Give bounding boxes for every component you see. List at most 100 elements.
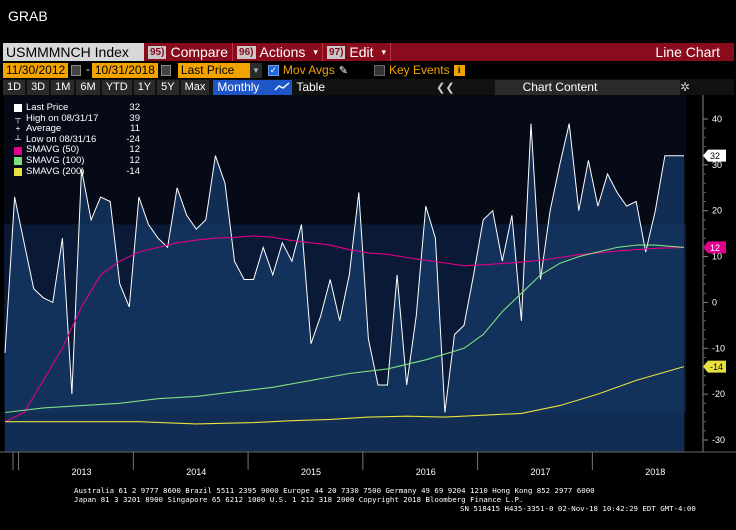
- chevron-down-icon: ▾: [313, 46, 318, 57]
- end-date-field[interactable]: 10/31/2018: [91, 62, 158, 78]
- compare-label: Compare: [170, 44, 229, 60]
- x-tick-label: 2017: [531, 467, 551, 477]
- legend-row: SMAVG (200) -14: [14, 165, 140, 178]
- key-events-checkbox[interactable]: [373, 64, 385, 76]
- chevron-down-icon[interactable]: ▼: [249, 62, 262, 78]
- table-button[interactable]: Table: [296, 80, 326, 94]
- actions-shortcut: 96): [237, 45, 256, 59]
- period-max[interactable]: Max: [180, 79, 210, 95]
- legend-label: Average: [26, 123, 62, 135]
- smavg-100--line: [4, 244, 685, 414]
- legend-value: 32: [129, 102, 140, 113]
- legend-value: 39: [129, 112, 140, 124]
- field-select[interactable]: Last Price: [177, 62, 250, 78]
- smavg-200--line: [5, 366, 685, 425]
- price-tag: [703, 360, 726, 373]
- calendar-icon[interactable]: [71, 64, 82, 76]
- period-1d[interactable]: 1D: [3, 79, 26, 95]
- period-ytd[interactable]: YTD: [101, 79, 132, 95]
- y-tick-label: 10: [712, 252, 722, 262]
- y-tick-label: -10: [712, 343, 725, 353]
- compare-shortcut: 95): [148, 45, 167, 59]
- chevron-left-double-icon[interactable]: ❮❮: [436, 81, 455, 94]
- footer: Australia 61 2 9777 8600 Brazil 5511 239…: [0, 486, 736, 513]
- price-tag-label: 12: [710, 243, 720, 253]
- period-1y[interactable]: 1Y: [133, 79, 156, 95]
- gear-icon[interactable]: ✲: [679, 80, 690, 94]
- line-chart-icon: [274, 82, 290, 91]
- mov-avgs-label[interactable]: Mov Avgs: [282, 63, 335, 77]
- x-tick-label: 2018: [645, 467, 665, 477]
- date-range-bar: 11/30/2012 - 10/31/2018 Last Price ▼ ✓ M…: [3, 62, 734, 78]
- legend-label: SMAVG (100): [26, 154, 85, 166]
- legend-row: ┬ High on 08/31/17 39: [14, 112, 140, 125]
- view-label: Line Chart: [655, 44, 720, 60]
- y-tick-label: -20: [712, 389, 725, 399]
- legend-row: Last Price 32: [14, 102, 140, 114]
- legend-value: 12: [129, 154, 140, 166]
- pencil-icon[interactable]: ✎: [338, 64, 348, 77]
- legend-value: -14: [126, 165, 140, 177]
- smavg-50--line: [4, 235, 685, 423]
- footer-line-3: SN 518415 H435-3351-0 02-Nov-18 10:42:29…: [460, 504, 696, 513]
- legend-marker: ┬: [15, 113, 21, 123]
- period-bar: 1D 3D 1M 6M YTD 1Y 5Y Max Monthly Table …: [3, 79, 734, 95]
- period-6m[interactable]: 6M: [76, 79, 100, 95]
- legend-marker: ┴: [15, 134, 21, 144]
- last-price-line: [4, 123, 684, 413]
- key-events-label[interactable]: Key Events: [388, 63, 450, 77]
- price-tag: [703, 241, 726, 254]
- legend-value: 12: [129, 144, 140, 156]
- edit-label: Edit: [349, 44, 374, 60]
- period-3d[interactable]: 3D: [27, 79, 50, 95]
- legend-swatch: [14, 146, 22, 155]
- actions-button[interactable]: 96) Actions ▾: [233, 43, 323, 61]
- chart-legend: Last Price 32 ┬ High on 08/31/17 39 + Average 1…: [14, 102, 140, 178]
- x-tick-label: 2013: [71, 467, 91, 477]
- y-tick-label: 0: [712, 297, 717, 307]
- y-tick-label: 40: [712, 114, 722, 124]
- chevron-down-icon: ▾: [381, 46, 387, 57]
- edit-shortcut: 97): [326, 45, 346, 59]
- period-5y[interactable]: 5Y: [157, 79, 179, 95]
- legend-row: ┴ Low on 08/31/16 -24: [14, 133, 140, 146]
- price-chart[interactable]: 2013 2014 2015 2016 2017 2018 40 30 20 10 0 -10 -20 -…: [0, 95, 736, 486]
- x-tick-label: 2015: [301, 467, 321, 477]
- legend-value: 11: [130, 123, 140, 135]
- edit-button[interactable]: 97) Edit ▾: [323, 43, 392, 61]
- legend-row: SMAVG (50) 12: [14, 145, 140, 156]
- legend-label: Last Price: [26, 102, 69, 113]
- window-title: GRAB: [8, 8, 48, 24]
- footer-line-1: Australia 61 2 9777 8600 Brazil 5511 239…: [74, 486, 595, 495]
- x-tick-label: 2016: [416, 467, 436, 477]
- x-tick-label: 2014: [186, 467, 206, 477]
- y-tick-label: 30: [712, 160, 722, 170]
- command-bar: USMMMNCH Index 95) Compare 96) Actions ▾…: [3, 43, 734, 61]
- price-tag-label: -14: [710, 362, 723, 372]
- legend-marker: +: [15, 124, 21, 134]
- legend-label: Low on 08/31/16: [26, 133, 97, 145]
- footer-line-2: Japan 81 3 3201 8900 Singapore 65 6212 1…: [74, 495, 524, 504]
- frequency-select[interactable]: Monthly: [213, 79, 271, 95]
- legend-label: SMAVG (50): [26, 144, 80, 156]
- mov-avgs-checkbox[interactable]: ✓: [267, 64, 279, 76]
- legend-label: High on 08/31/17: [26, 112, 99, 124]
- info-icon[interactable]: i: [453, 64, 465, 76]
- legend-swatch: [14, 104, 22, 113]
- legend-swatch: [14, 157, 22, 166]
- ticker-field[interactable]: USMMMNCH Index: [3, 43, 144, 61]
- actions-label: Actions: [259, 44, 306, 60]
- price-tag-label: 32: [710, 151, 720, 161]
- period-1m[interactable]: 1M: [51, 79, 75, 95]
- start-date-field[interactable]: 11/30/2012: [3, 62, 69, 78]
- chart-type-button[interactable]: [270, 79, 293, 95]
- date-separator: -: [86, 64, 90, 76]
- legend-row: SMAVG (100) 12: [14, 154, 140, 167]
- compare-button[interactable]: 95) Compare: [144, 43, 234, 61]
- legend-row: + Average 11: [14, 124, 140, 135]
- y-tick-label: 20: [712, 206, 722, 216]
- calendar-icon[interactable]: [160, 64, 171, 76]
- chart-content-button[interactable]: Chart Content: [494, 79, 680, 95]
- legend-value: -24: [126, 133, 140, 145]
- y-tick-label: -30: [712, 435, 725, 445]
